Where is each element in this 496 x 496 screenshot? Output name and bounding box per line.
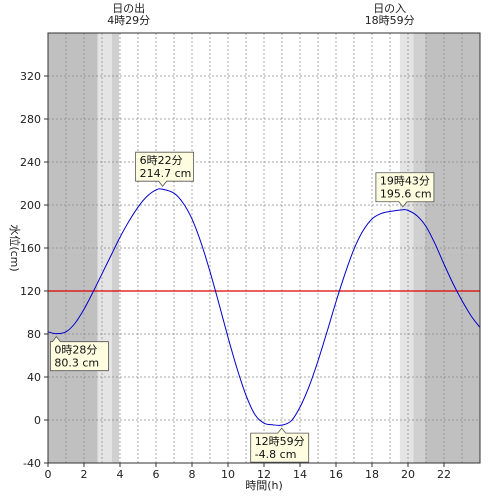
sunrise-annotation: 日の出 4時29分 (107, 1, 150, 27)
y-tick-label: -40 (23, 457, 41, 470)
y-tick-label: 240 (20, 156, 41, 169)
tide-level-line (47, 188, 481, 426)
y-tick-label: 320 (20, 70, 41, 83)
x-tick-label: 4 (117, 468, 124, 481)
callout-value: 195.6 cm (380, 188, 432, 201)
y-axis-label: 水位(cm) (8, 224, 22, 271)
y-tick-label: 80 (27, 328, 41, 341)
high-tide-callout: 6時22分 214.7 cm (135, 151, 195, 187)
callout-value: -4.8 cm (255, 448, 297, 461)
callout-time: 12時59分 (255, 435, 305, 448)
y-tick-label: 160 (20, 242, 41, 255)
shading-band-twilight_dark (413, 33, 426, 463)
x-tick-label: 14 (293, 468, 307, 481)
y-axis-ticks: -40 0 40 80 120 160 200 240 280 320 (20, 70, 48, 470)
shading-band-twilight_light (399, 33, 414, 463)
shading-band-twilight_dark (111, 33, 120, 463)
callout-box (50, 336, 109, 372)
low-tide-callout: 0時28分 80.3 cm (50, 336, 109, 372)
callout-value: 80.3 cm (54, 357, 99, 370)
x-axis-label: 時間(h) (245, 479, 283, 492)
x-tick-label: 2 (81, 468, 88, 481)
sunrise-label: 日の出 (112, 1, 145, 15)
callout-time: 0時28分 (54, 344, 97, 357)
x-tick-label: 0 (45, 468, 52, 481)
low-tide-callout: 12時59分 -4.8 cm (250, 427, 310, 463)
x-tick-label: 12 (257, 468, 271, 481)
sunset-time: 18時59分 (365, 14, 415, 27)
callout-time: 19時43分 (380, 175, 430, 188)
callout-box (250, 427, 310, 463)
callout-time: 6時22分 (140, 154, 183, 167)
callout-box (375, 172, 435, 208)
callout-value: 214.7 cm (140, 167, 192, 180)
sunset-annotation: 日の入 18時59分 (365, 2, 415, 27)
high-tide-callout: 19時43分 195.6 cm (375, 172, 435, 208)
x-tick-label: 16 (329, 468, 343, 481)
y-tick-label: 120 (20, 285, 41, 298)
callout-box (135, 151, 195, 187)
sunrise-time: 4時29分 (107, 14, 150, 27)
y-tick-label: 200 (20, 199, 41, 212)
y-tick-label: 40 (27, 371, 41, 384)
x-tick-label: 20 (401, 468, 415, 481)
x-axis-ticks: 0 2 4 6 8 10 12 14 16 18 20 22 (45, 463, 451, 481)
x-tick-label: 8 (189, 468, 196, 481)
x-tick-label: 18 (365, 468, 379, 481)
sunset-label: 日の入 (373, 2, 406, 15)
y-tick-label: 0 (34, 414, 41, 427)
x-tick-label: 22 (437, 468, 451, 481)
x-tick-label: 6 (153, 468, 160, 481)
x-tick-label: 10 (221, 468, 235, 481)
y-tick-label: 280 (20, 113, 41, 126)
